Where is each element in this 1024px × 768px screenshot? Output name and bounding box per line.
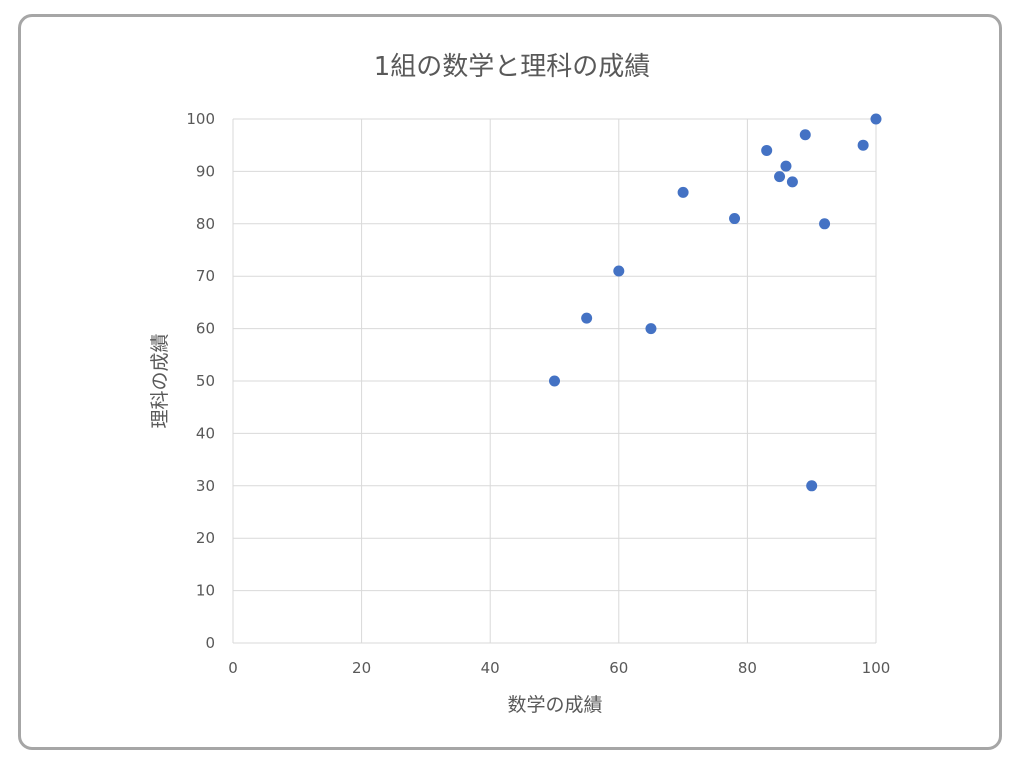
y-tick-label: 80 — [196, 215, 215, 233]
horizontal-gridlines — [233, 118, 876, 644]
scatter-point — [870, 113, 882, 125]
y-tick-label: 20 — [196, 529, 215, 547]
scatter-point — [857, 139, 869, 151]
x-tick-label: 0 — [228, 659, 238, 677]
y-tick-label: 60 — [196, 320, 215, 338]
chart-frame — [18, 14, 1002, 750]
scatter-point — [799, 129, 811, 141]
scatter-point — [774, 171, 786, 183]
y-tick-label: 50 — [196, 372, 215, 390]
scatter-point — [819, 218, 831, 230]
scatter-point — [780, 160, 792, 172]
scatter-point — [786, 176, 798, 188]
data-points — [549, 113, 882, 492]
x-axis-label: 数学の成績 — [507, 694, 602, 716]
scatter-point — [677, 186, 689, 198]
x-tick-labels: 0 20 40 60 80 100 — [228, 659, 890, 677]
x-tick-label: 100 — [862, 659, 891, 677]
scatter-point — [613, 265, 625, 277]
y-axis-label: 理科の成績 — [149, 333, 171, 428]
y-tick-label: 30 — [196, 477, 215, 495]
scatter-point — [645, 323, 657, 335]
y-tick-labels: 0 10 20 30 40 50 60 70 80 90 100 — [186, 110, 215, 652]
y-tick-label: 70 — [196, 267, 215, 285]
y-tick-label: 10 — [196, 582, 215, 600]
x-tick-label: 60 — [609, 659, 628, 677]
scatter-point — [761, 144, 773, 156]
scatter-point — [549, 375, 560, 387]
y-tick-label: 0 — [205, 634, 215, 652]
scatter-point — [806, 480, 818, 492]
chart-title: 1組の数学と理科の成績 — [374, 52, 651, 82]
scatter-point — [581, 312, 593, 324]
x-tick-label: 80 — [738, 659, 757, 677]
x-tick-label: 40 — [481, 659, 500, 677]
scatter-point — [729, 213, 741, 225]
y-tick-label: 40 — [196, 424, 215, 442]
y-tick-label: 90 — [196, 162, 215, 180]
y-tick-label: 100 — [186, 110, 215, 128]
x-tick-label: 20 — [352, 659, 371, 677]
